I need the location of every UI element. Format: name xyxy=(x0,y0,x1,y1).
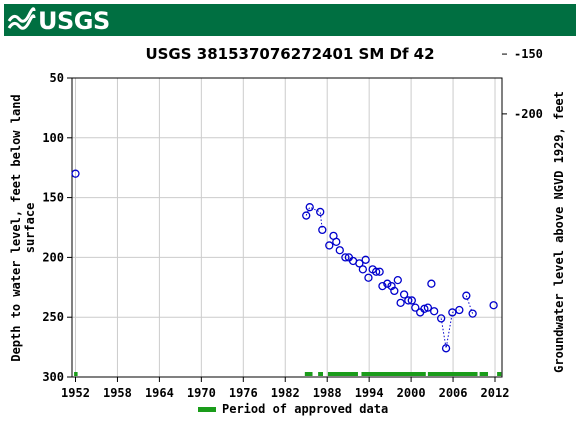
y-left-tick-label: 200 xyxy=(42,250,64,264)
approved-period-bar xyxy=(304,372,313,376)
data-connector xyxy=(305,206,323,230)
data-point xyxy=(325,241,334,250)
y-left-axis-label-line: Depth to water level, feet below land xyxy=(9,94,23,361)
data-point xyxy=(411,303,420,312)
data-point xyxy=(427,279,436,288)
data-point xyxy=(404,296,413,305)
plot-frame xyxy=(71,77,503,378)
data-point xyxy=(455,305,464,315)
data-point xyxy=(393,275,402,285)
data-point xyxy=(437,314,446,323)
data-point xyxy=(361,255,370,264)
approved-period-bar xyxy=(74,372,78,376)
data-point xyxy=(71,169,80,178)
legend-label: Period of approved data xyxy=(222,402,388,416)
data-point xyxy=(371,267,381,276)
data-point xyxy=(383,279,392,288)
y-left-axis-label: Depth to water level, feet below landsur… xyxy=(9,94,37,361)
y-right-tick-label: -150 xyxy=(514,47,543,61)
data-point xyxy=(318,225,327,235)
approved-period-bar xyxy=(479,372,489,376)
data-point xyxy=(358,265,368,274)
data-point xyxy=(399,290,409,299)
y-left-tick-label: 100 xyxy=(42,131,64,145)
data-point xyxy=(407,296,416,305)
data-point xyxy=(390,286,399,296)
legend-swatch xyxy=(198,407,216,412)
x-tick-label: 1958 xyxy=(103,386,132,400)
approved-period-bar xyxy=(318,372,324,376)
data-point xyxy=(462,291,471,300)
data-point xyxy=(468,309,477,318)
data-point xyxy=(378,281,387,291)
usgs-logo-text: USGS xyxy=(38,7,110,35)
data-point xyxy=(302,211,311,220)
data-point xyxy=(316,207,325,217)
data-point xyxy=(423,303,433,312)
x-tick-label: 1982 xyxy=(271,386,300,400)
data-point xyxy=(489,301,498,310)
usgs-wave-icon xyxy=(7,7,36,30)
approved-period-bar xyxy=(327,372,358,376)
x-tick-label: 2000 xyxy=(397,386,426,400)
y-right-tick-label: -100 xyxy=(514,0,543,1)
data-point xyxy=(396,298,405,307)
x-tick-label: 1988 xyxy=(313,386,342,400)
data-point xyxy=(332,237,341,247)
x-tick-label: 1994 xyxy=(355,386,384,400)
y-left-tick-label: 150 xyxy=(42,191,64,205)
data-point xyxy=(355,259,364,268)
y-left-tick-label: 250 xyxy=(42,310,64,324)
x-tick-label: 1970 xyxy=(187,386,216,400)
approved-period-bar xyxy=(497,372,502,376)
x-tick-label: 1976 xyxy=(229,386,258,400)
chart-title: USGS 381537076272401 SM Df 42 xyxy=(145,45,434,63)
y-right-tick-label: -200 xyxy=(514,107,543,121)
data-point xyxy=(375,267,384,276)
data-point xyxy=(420,304,429,313)
usgs-banner: USGS xyxy=(4,4,576,36)
data-point xyxy=(341,253,350,262)
y-left-tick-label: 50 xyxy=(50,71,64,85)
y-left-axis-label-line: surface xyxy=(23,203,37,254)
approved-period-bar xyxy=(427,372,478,376)
x-tick-label: 2006 xyxy=(439,386,468,400)
x-tick-label: 2012 xyxy=(481,386,510,400)
y-right-axis-label: Groundwater level above NGVD 1929, feet xyxy=(552,91,566,373)
data-point xyxy=(364,273,373,282)
data-point xyxy=(335,246,344,255)
data-point xyxy=(448,308,457,317)
data-point xyxy=(305,203,314,212)
data-point xyxy=(441,344,451,353)
approved-period-bar xyxy=(361,372,426,376)
data-point xyxy=(430,307,439,316)
y-left-tick-label: 300 xyxy=(42,370,64,384)
x-tick-label: 1952 xyxy=(61,386,90,400)
x-tick-label: 1964 xyxy=(145,386,174,400)
